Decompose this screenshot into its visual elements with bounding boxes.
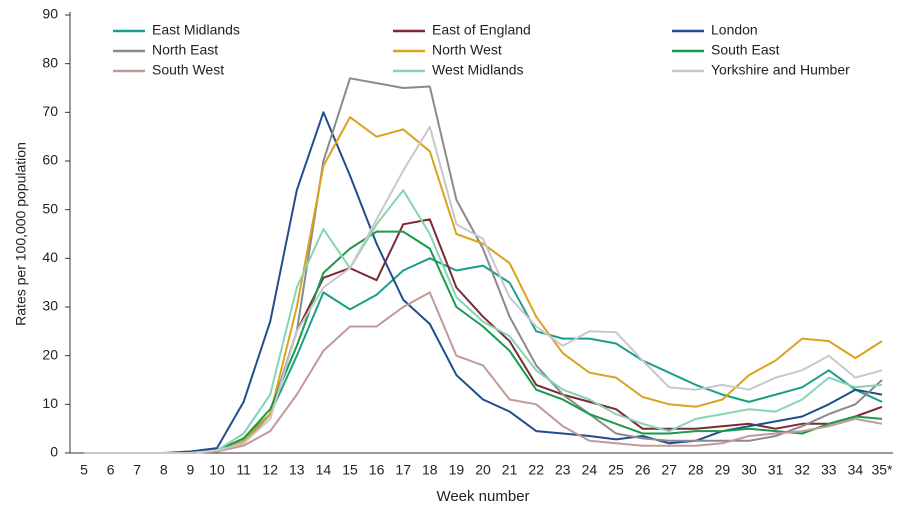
y-tick-label: 80 bbox=[42, 54, 58, 70]
x-tick-label: 24 bbox=[582, 462, 598, 478]
legend-label: London bbox=[711, 22, 758, 38]
series-line bbox=[84, 218, 883, 454]
x-tick-label: 6 bbox=[107, 462, 115, 478]
x-tick-label: 25 bbox=[608, 462, 624, 478]
x-tick-label: 23 bbox=[555, 462, 571, 478]
x-tick-label: 33 bbox=[821, 462, 837, 478]
x-axis-title: Week number bbox=[436, 488, 529, 505]
y-tick-label: 50 bbox=[42, 200, 58, 216]
x-tick-label: 15 bbox=[342, 462, 358, 478]
y-tick-label: 30 bbox=[42, 298, 58, 314]
x-tick-label: 31 bbox=[768, 462, 784, 478]
x-tick-label: 18 bbox=[422, 462, 438, 478]
legend-label: West Midlands bbox=[432, 62, 524, 78]
legend-label: East Midlands bbox=[152, 22, 240, 38]
legend-label: South West bbox=[152, 62, 224, 78]
y-tick-label: 60 bbox=[42, 152, 58, 168]
x-tick-label: 28 bbox=[688, 462, 704, 478]
x-tick-label: 20 bbox=[475, 462, 491, 478]
y-tick-label: 70 bbox=[42, 103, 58, 119]
x-tick-label: 13 bbox=[289, 462, 305, 478]
x-tick-label: 35* bbox=[871, 462, 893, 478]
x-tick-label: 21 bbox=[502, 462, 518, 478]
y-tick-label: 10 bbox=[42, 395, 58, 411]
series-line bbox=[84, 125, 883, 454]
y-tick-label: 40 bbox=[42, 249, 58, 265]
x-tick-label: 10 bbox=[209, 462, 225, 478]
x-tick-label: 34 bbox=[848, 462, 864, 478]
x-tick-label: 27 bbox=[661, 462, 677, 478]
legend-label: North East bbox=[152, 42, 218, 58]
x-tick-label: 8 bbox=[160, 462, 168, 478]
legend-label: East of England bbox=[432, 22, 531, 38]
x-tick-label: 7 bbox=[133, 462, 141, 478]
x-tick-label: 30 bbox=[741, 462, 757, 478]
x-tick-label: 12 bbox=[262, 462, 278, 478]
series-line bbox=[84, 111, 883, 454]
x-tick-label: 5 bbox=[80, 462, 88, 478]
x-tick-label: 14 bbox=[316, 462, 332, 478]
x-tick-label: 11 bbox=[236, 462, 251, 478]
x-tick-label: 19 bbox=[449, 462, 465, 478]
x-tick-label: 16 bbox=[369, 462, 385, 478]
legend-label: South East bbox=[711, 42, 780, 58]
legend-label: Yorkshire and Humber bbox=[711, 62, 850, 78]
x-tick-label: 22 bbox=[528, 462, 544, 478]
y-tick-label: 90 bbox=[42, 6, 58, 22]
y-tick-label: 20 bbox=[42, 346, 58, 362]
x-tick-label: 26 bbox=[635, 462, 651, 478]
y-axis-title: Rates per 100,000 population bbox=[13, 142, 29, 326]
series-line bbox=[84, 189, 883, 454]
x-tick-label: 32 bbox=[794, 462, 810, 478]
legend-label: North West bbox=[432, 42, 502, 58]
x-tick-label: 17 bbox=[395, 462, 411, 478]
y-tick-label: 0 bbox=[50, 444, 58, 460]
x-tick-label: 29 bbox=[715, 462, 731, 478]
series-line bbox=[84, 116, 883, 454]
x-tick-label: 9 bbox=[187, 462, 195, 478]
